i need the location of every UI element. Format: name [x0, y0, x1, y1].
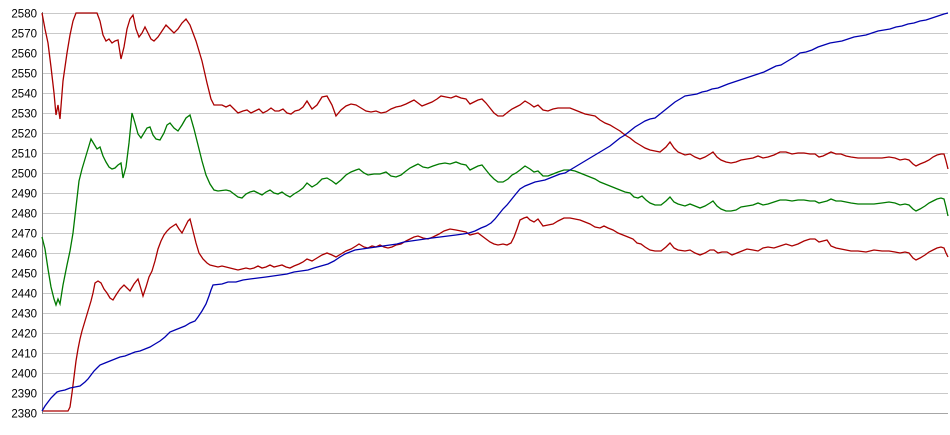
y-tick-label: 2520 — [11, 129, 37, 141]
y-tick-label: 2470 — [11, 229, 37, 241]
y-tick-label: 2530 — [11, 109, 37, 121]
series-blue-line — [41, 12, 949, 412]
y-tick-label: 2570 — [11, 29, 37, 41]
y-tick-label: 2420 — [11, 329, 37, 341]
y-tick-label: 2410 — [11, 349, 37, 361]
series-lower-red-line — [43, 216, 949, 412]
y-tick-label: 2510 — [11, 149, 37, 161]
y-tick-label: 2440 — [11, 289, 37, 301]
gridlines — [43, 13, 948, 414]
y-tick-label: 2560 — [11, 49, 37, 61]
y-axis-labels: 2580 2570 2560 2550 2540 2530 2520 2510 2500 2490… — [11, 9, 37, 421]
y-tick-label: 2460 — [11, 249, 37, 261]
y-tick-label: 2490 — [11, 189, 37, 201]
y-tick-label: 2550 — [11, 69, 37, 81]
y-tick-label: 2540 — [11, 89, 37, 101]
y-tick-label: 2450 — [11, 269, 37, 281]
series-upper-red-line — [41, 12, 949, 170]
y-tick-label: 2500 — [11, 169, 37, 181]
y-tick-label: 2380 — [11, 409, 37, 421]
y-tick-label: 2480 — [11, 209, 37, 221]
series-green-line — [41, 112, 949, 308]
y-tick-label: 2430 — [11, 309, 37, 321]
y-tick-label: 2580 — [11, 9, 37, 21]
y-tick-label: 2400 — [11, 369, 37, 381]
y-tick-label: 2390 — [11, 389, 37, 401]
